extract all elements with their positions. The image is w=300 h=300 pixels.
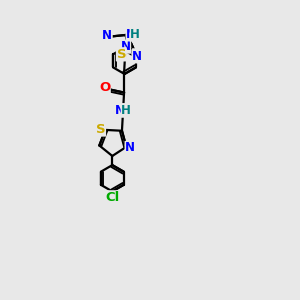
Text: S: S [96,123,105,136]
Text: N: N [121,40,130,53]
Text: S: S [116,48,126,61]
Text: N: N [102,29,112,42]
Text: N: N [115,104,125,117]
Text: H: H [121,104,131,117]
Text: Cl: Cl [105,191,119,204]
Text: N: N [126,28,136,41]
Text: N: N [132,50,142,63]
Text: O: O [99,81,110,94]
Text: N: N [125,141,135,154]
Text: H: H [130,28,140,41]
Text: N: N [133,49,142,62]
